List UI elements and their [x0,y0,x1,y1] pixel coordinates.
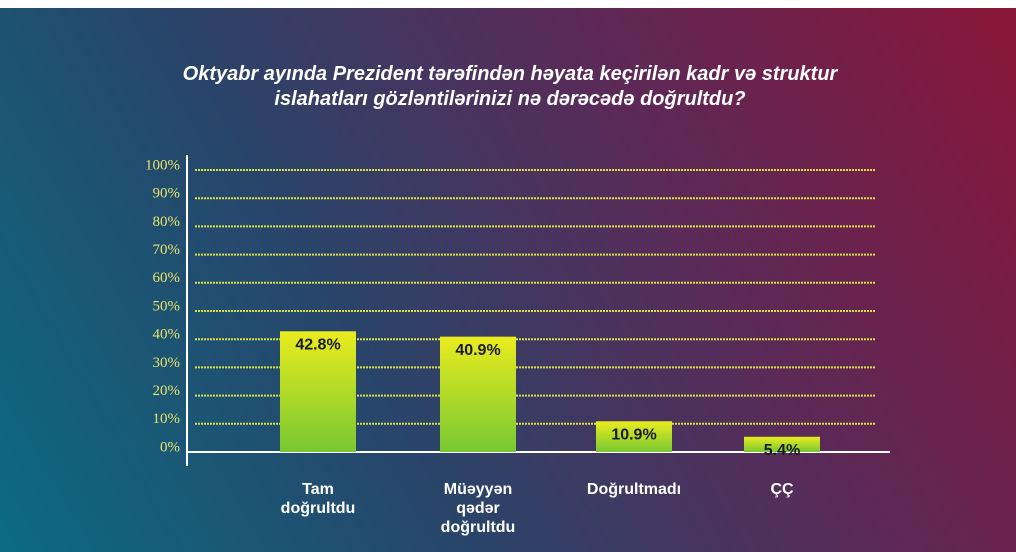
x-tick-label: Tam doğrultdu [280,481,356,517]
top-strip [0,0,1016,8]
y-tick-label: 60% [153,270,181,286]
y-tick-label: 0% [160,439,180,455]
value-label: 5.4% [764,442,800,459]
x-tick-label: Doğrultmadı [586,481,682,498]
y-tick-label: 80% [153,214,181,230]
x-tick-label: ÇÇ [770,481,794,498]
bar [440,336,516,452]
value-label: 42.8% [295,337,340,354]
bar [744,436,820,452]
bar [596,421,672,452]
y-tick-label: 20% [153,383,181,399]
y-tick-label: 40% [153,327,181,343]
value-label: 10.9% [611,426,656,443]
y-tick-label: 30% [153,355,181,371]
chart-title: Oktyabr ayında Prezident tərəfindən həya… [182,63,838,110]
value-label: 40.9% [455,342,500,359]
y-tick-label: 10% [153,411,181,427]
y-tick-label: 100% [145,157,180,173]
y-tick-label: 50% [153,298,181,314]
y-tick-label: 70% [153,242,181,258]
x-tick-label: Müəyyən qədər doğrultdu [440,481,516,536]
y-tick-label: 90% [153,186,181,202]
bar [280,331,356,452]
